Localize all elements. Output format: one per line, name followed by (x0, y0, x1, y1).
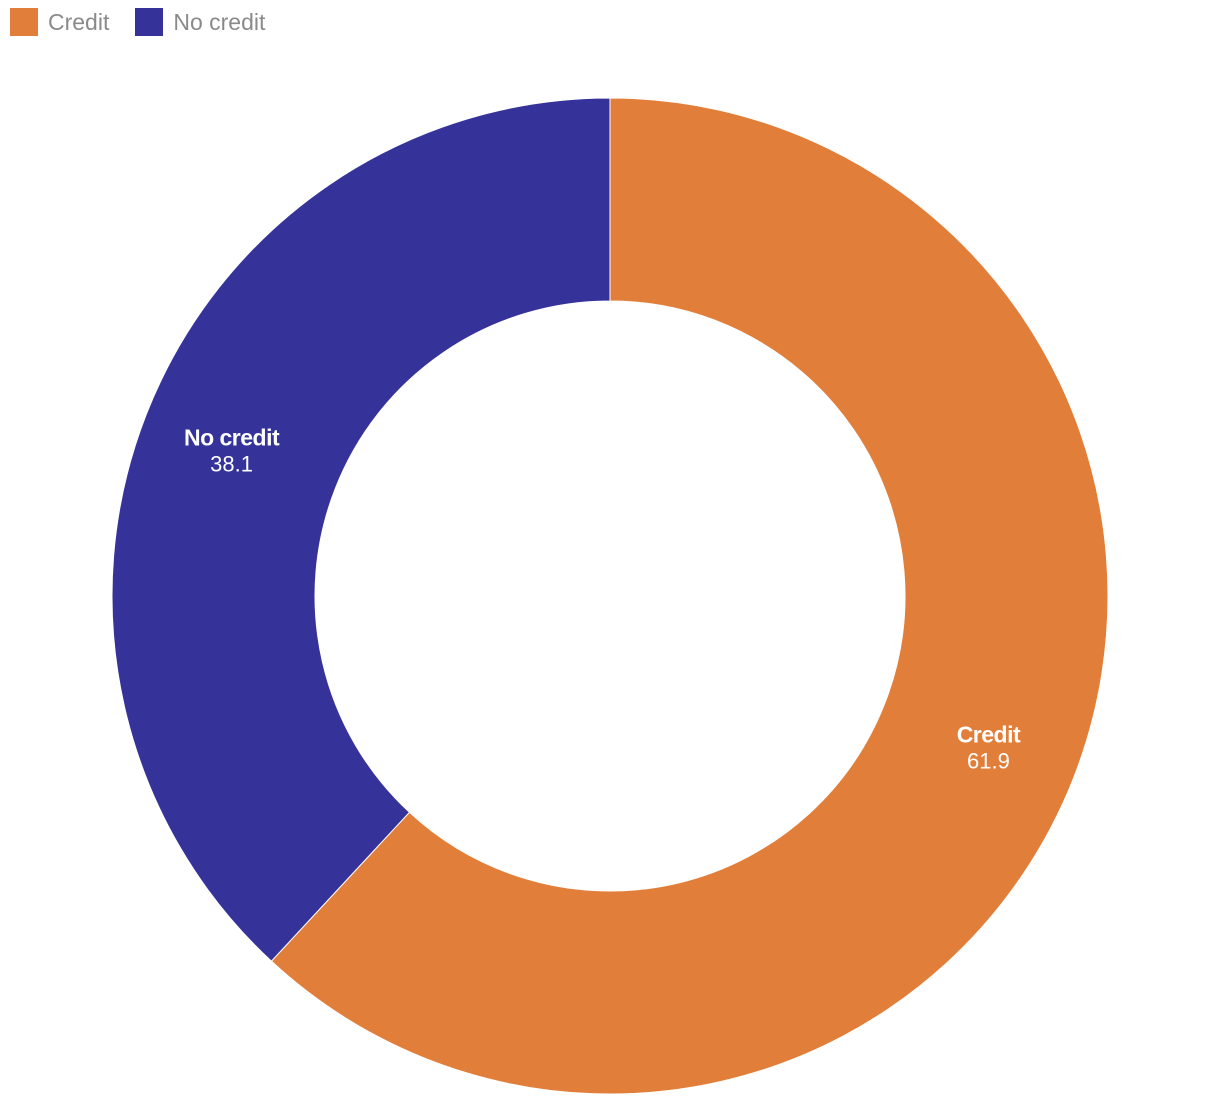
legend-item-no-credit[interactable]: No credit (135, 8, 265, 36)
chart-legend: Credit No credit (10, 8, 291, 36)
slice-credit[interactable] (270, 97, 1109, 1095)
legend-swatch-no-credit (135, 8, 164, 36)
slice-label-credit: Credit (957, 721, 1021, 747)
slice-value-credit: 61.9 (967, 748, 1010, 773)
legend-item-credit[interactable]: Credit (10, 8, 109, 36)
slice-no-credit[interactable] (111, 97, 611, 962)
slice-value-no-credit: 38.1 (210, 452, 253, 477)
legend-label-credit: Credit (48, 9, 110, 35)
slice-label-no-credit: No credit (184, 425, 280, 451)
legend-swatch-credit (10, 8, 38, 36)
legend-label-no-credit: No credit (173, 9, 266, 35)
